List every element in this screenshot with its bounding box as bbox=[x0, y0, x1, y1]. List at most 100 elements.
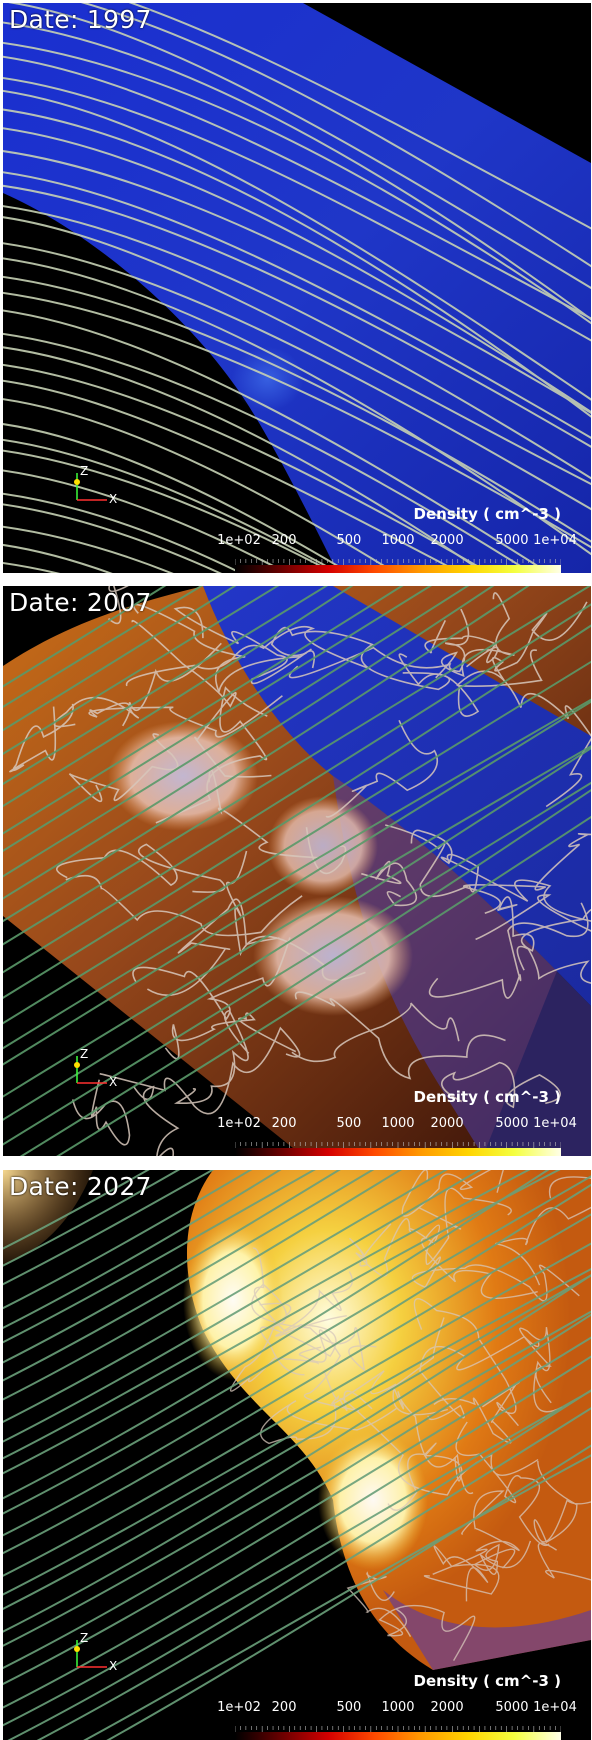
field-line bbox=[3, 216, 591, 486]
field-line bbox=[361, 860, 418, 907]
field-line bbox=[7, 3, 591, 290]
field-line bbox=[173, 606, 312, 685]
field-line bbox=[208, 768, 347, 875]
colorbar-tick-label: 2000 bbox=[430, 1700, 464, 1715]
field-line bbox=[378, 1604, 476, 1661]
field-line bbox=[463, 833, 591, 915]
panel-2027: Date: 2027 Z X Density ( cm^-3 ) 1e+02 20… bbox=[3, 1170, 591, 1740]
field-line bbox=[3, 586, 354, 808]
colorbar-tick-label: 1e+02 bbox=[217, 1116, 261, 1131]
axis-z-label: Z bbox=[80, 1048, 88, 1061]
field-line bbox=[3, 1170, 342, 1364]
field-line bbox=[435, 592, 515, 679]
field-line bbox=[3, 1355, 591, 1709]
field-line bbox=[9, 703, 74, 773]
field-line bbox=[3, 586, 279, 755]
field-line bbox=[131, 620, 272, 778]
field-line bbox=[398, 649, 543, 717]
field-line bbox=[3, 1170, 550, 1500]
field-line bbox=[3, 1268, 591, 1596]
field-line bbox=[3, 332, 534, 573]
field-line bbox=[3, 1170, 215, 1286]
field-line bbox=[56, 815, 591, 1156]
field-line bbox=[294, 991, 506, 1080]
field-line bbox=[3, 1336, 591, 1686]
field-line bbox=[475, 894, 591, 941]
field-line bbox=[537, 1542, 591, 1581]
field-line bbox=[36, 1407, 591, 1740]
field-line bbox=[53, 642, 222, 728]
field-line bbox=[3, 242, 591, 511]
field-line bbox=[3, 586, 434, 853]
field-line bbox=[3, 184, 591, 448]
field-line bbox=[3, 171, 591, 439]
field-line bbox=[3, 379, 463, 573]
field-line bbox=[68, 733, 179, 803]
field-line bbox=[251, 1283, 377, 1372]
colorbar-title: Density ( cm^-3 ) bbox=[413, 1088, 561, 1106]
axis-x-label: X bbox=[109, 1659, 117, 1673]
field-line bbox=[3, 257, 591, 556]
field-line bbox=[3, 698, 591, 1050]
field-line bbox=[3, 1274, 591, 1633]
field-line bbox=[291, 1002, 460, 1063]
field-line bbox=[3, 127, 591, 414]
field-line bbox=[3, 586, 328, 786]
colorbar-tick-label: 500 bbox=[336, 1116, 362, 1131]
field-line bbox=[99, 1026, 301, 1115]
field-line bbox=[346, 1571, 412, 1637]
colorbar-tick-label: 1e+02 bbox=[217, 1700, 261, 1715]
colorbar-tick-label: 200 bbox=[271, 1700, 297, 1715]
field-line bbox=[3, 1170, 403, 1401]
scene-render bbox=[3, 1170, 591, 1740]
axis-z-label: Z bbox=[80, 1632, 88, 1645]
field-line bbox=[3, 603, 591, 974]
field-line bbox=[3, 1183, 591, 1537]
date-label: Date: 2027 bbox=[9, 1172, 152, 1201]
axis-z-label: Z bbox=[80, 465, 88, 478]
field-line bbox=[423, 1545, 500, 1602]
field-line bbox=[497, 896, 591, 952]
field-line bbox=[173, 1009, 250, 1104]
field-line bbox=[3, 55, 591, 320]
field-line bbox=[3, 291, 591, 549]
colorbar-tick-label: 1000 bbox=[381, 533, 415, 548]
field-line bbox=[3, 21, 591, 321]
colorbar-tick-label: 1e+04 bbox=[533, 1700, 577, 1715]
field-line bbox=[3, 205, 591, 480]
field-line bbox=[81, 3, 591, 268]
field-line bbox=[164, 1012, 297, 1060]
field-line bbox=[3, 449, 337, 573]
date-label: Date: 1997 bbox=[9, 5, 152, 34]
field-line bbox=[3, 1170, 150, 1250]
colorbar-tick-label: 500 bbox=[336, 1700, 362, 1715]
colorbar-gradient bbox=[235, 1732, 561, 1740]
field-line bbox=[3, 1170, 316, 1344]
colorbar-title: Density ( cm^-3 ) bbox=[413, 1672, 561, 1690]
colorbar bbox=[235, 559, 561, 573]
field-line bbox=[473, 1540, 532, 1575]
orientation-axes: Z X bbox=[74, 465, 117, 506]
field-line bbox=[3, 1170, 253, 1310]
field-line bbox=[413, 1298, 519, 1427]
field-line bbox=[455, 1421, 550, 1546]
field-line bbox=[3, 89, 591, 401]
colorbar-tick-label: 2000 bbox=[430, 1116, 464, 1131]
field-line bbox=[3, 150, 591, 414]
field-line bbox=[3, 108, 591, 418]
orientation-axes: Z X bbox=[74, 1632, 117, 1673]
colorbar-tick-label: 200 bbox=[271, 1116, 297, 1131]
field-line bbox=[411, 1256, 580, 1302]
field-line bbox=[3, 586, 470, 878]
field-line bbox=[252, 1247, 353, 1332]
field-line bbox=[56, 843, 226, 893]
colorbar-title: Density ( cm^-3 ) bbox=[413, 505, 561, 523]
field-line bbox=[259, 1315, 347, 1376]
field-line bbox=[3, 781, 591, 1146]
field-line bbox=[3, 746, 591, 1121]
field-line bbox=[155, 686, 268, 824]
colorbar-tick-label: 1e+04 bbox=[533, 1116, 577, 1131]
field-line bbox=[3, 586, 404, 835]
colorbar-tick-label: 200 bbox=[271, 533, 297, 548]
field-line bbox=[428, 902, 589, 999]
